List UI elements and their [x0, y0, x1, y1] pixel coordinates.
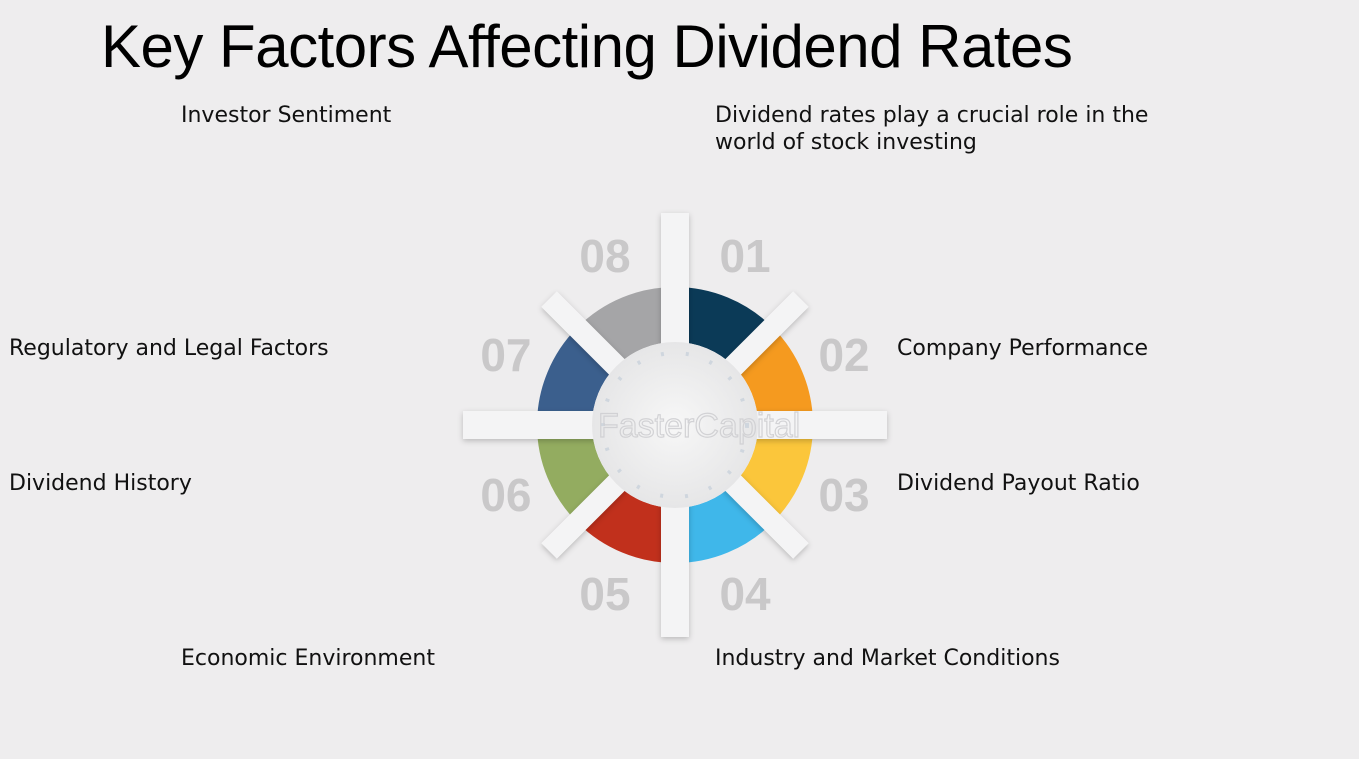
factor-label-dividend-history: Dividend History: [9, 471, 192, 496]
wheel-number-03: 03: [818, 469, 869, 521]
wheel-divider: [716, 291, 809, 384]
wheel-hub: [592, 342, 758, 508]
page-title: Key Factors Affecting Dividend Rates: [101, 13, 1073, 80]
wheel-number-04: 04: [719, 568, 771, 620]
wheel-number-05: 05: [579, 568, 630, 620]
wheel-number-08: 08: [579, 230, 630, 282]
factor-label-economic-environment: Economic Environment: [181, 646, 435, 671]
factor-label-regulatory-legal: Regulatory and Legal Factors: [9, 336, 329, 361]
wheel-numbers: 01 02 03 04 05 06 07 08: [480, 230, 869, 620]
wheel-divider: [716, 466, 809, 559]
factor-label-dividend-payout-ratio: Dividend Payout Ratio: [897, 471, 1140, 496]
wheel-inner-ring: [601, 351, 749, 499]
factor-wheel: 01 02 03 04 05 06 07 08 FasterCapital: [463, 213, 887, 637]
wheel-number-01: 01: [719, 230, 770, 282]
watermark: FasterCapital: [598, 407, 800, 445]
factor-label-investor-sentiment: Investor Sentiment: [181, 103, 392, 128]
wheel-divider: [541, 291, 634, 384]
intro-line-1: Dividend rates play a crucial role in th…: [715, 103, 1149, 128]
intro-line-2: world of stock investing: [715, 130, 977, 155]
wheel-number-06: 06: [480, 469, 531, 521]
factor-label-company-performance: Company Performance: [897, 336, 1149, 361]
wheel-number-02: 02: [818, 329, 869, 381]
factor-label-industry-market: Industry and Market Conditions: [715, 646, 1060, 671]
wheel-divider: [541, 466, 634, 559]
wheel-number-07: 07: [480, 329, 531, 381]
